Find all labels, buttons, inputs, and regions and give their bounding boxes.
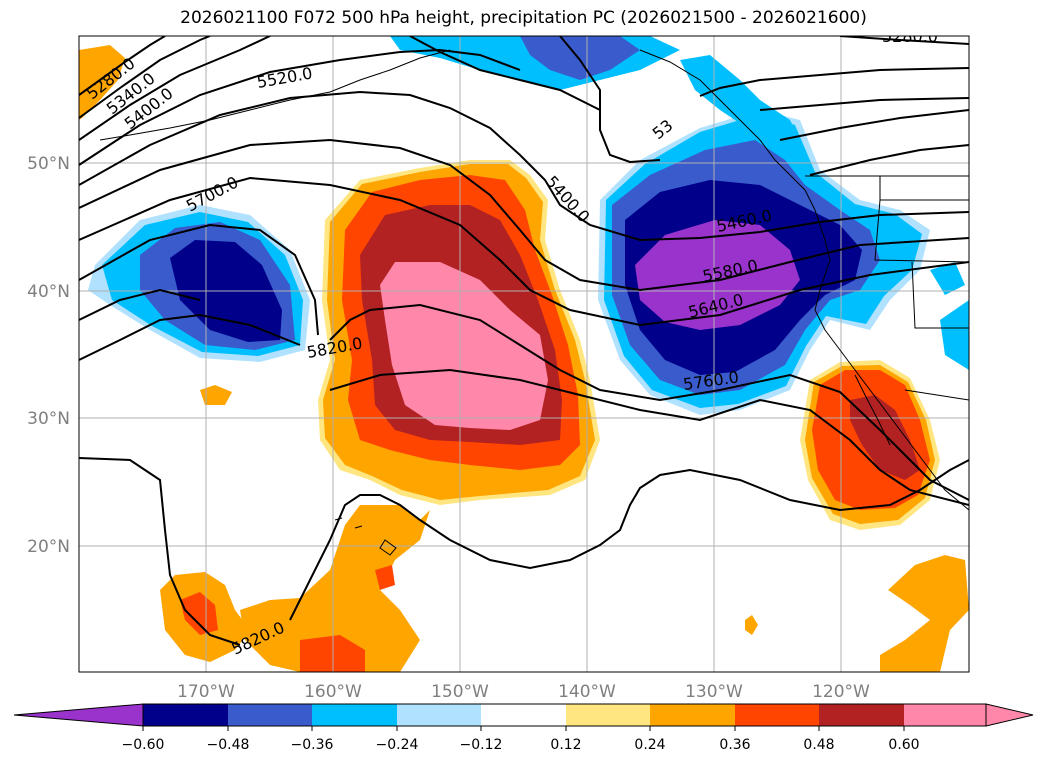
precip-blob-sky — [680, 55, 800, 150]
latitude-labels: 50°N 40°N 30°N 20°N — [27, 154, 70, 557]
precip-blob-orange — [880, 555, 969, 672]
lat-label: 20°N — [27, 537, 70, 557]
colorbar-segment — [904, 704, 986, 726]
colorbar-extend-right — [985, 703, 1034, 727]
precip-blob-orange — [745, 615, 758, 635]
colorbar-segment — [650, 704, 735, 726]
colorbar-segment — [397, 704, 481, 726]
precip-blob-mid — [520, 36, 640, 80]
precip-shading — [79, 36, 969, 672]
colorbar-segment — [735, 704, 819, 726]
height-contours — [79, 36, 969, 646]
map-title: 2026021100 F072 500 hPa height, precipit… — [180, 8, 867, 28]
lon-label: 120°W — [812, 682, 870, 702]
colorbar-tick-label: 0.36 — [719, 737, 750, 753]
colorbar-tick-label: 0.12 — [550, 737, 581, 753]
colorbar-segment — [143, 704, 228, 726]
precip-blob-sky — [930, 262, 965, 295]
precip-blob-pink — [380, 262, 548, 430]
precip-blob-redorange — [180, 592, 218, 635]
colorbar-tick-label: −0.12 — [460, 737, 503, 753]
colorbar-tick-label: −0.36 — [291, 737, 334, 753]
map-content: 5280.0 5340.0 5400.0 5520.0 5700.0 5820.… — [79, 27, 969, 672]
colorbar-tick-label: −0.60 — [122, 737, 165, 753]
precip-blob-orange — [240, 505, 430, 672]
graticule — [79, 36, 969, 672]
lat-label: 30°N — [27, 409, 70, 429]
colorbar-ticks — [142, 726, 905, 731]
colorbar-segment — [312, 704, 397, 726]
precip-blob-orange — [200, 385, 232, 405]
precip-blob-sky — [940, 300, 969, 370]
colorbar-tick-label: 0.24 — [634, 737, 665, 753]
longitude-labels: 170°W 160°W 150°W 140°W 130°W 120°W — [177, 682, 870, 702]
lat-label: 50°N — [27, 154, 70, 174]
lat-label: 40°N — [27, 282, 70, 302]
colorbar-tick-label: 0.60 — [888, 737, 919, 753]
lon-label: 170°W — [177, 682, 235, 702]
lon-label: 130°W — [685, 682, 743, 702]
lon-label: 160°W — [304, 682, 362, 702]
precip-blob-orange — [79, 45, 125, 120]
colorbar-tick-label: −0.48 — [207, 737, 250, 753]
colorbar-segment — [819, 704, 904, 726]
contour-label: 5280.0 — [882, 27, 938, 46]
colorbar-segment — [481, 704, 566, 726]
lon-label: 150°W — [431, 682, 489, 702]
colorbar-tick-label: −0.24 — [376, 737, 419, 753]
colorbar-segment — [566, 704, 650, 726]
precip-blob-redorange — [375, 565, 395, 590]
coastlines — [99, 49, 969, 556]
colorbar-extend-left — [13, 703, 144, 727]
colorbar: −0.60 −0.48 −0.36 −0.24 −0.12 0.12 0.24 … — [13, 703, 1034, 753]
precip-blob-darkred — [850, 395, 920, 480]
colorbar-tick-label: 0.48 — [803, 737, 834, 753]
colorbar-tick-labels: −0.60 −0.48 −0.36 −0.24 −0.12 0.12 0.24 … — [122, 737, 920, 753]
lon-label: 140°W — [558, 682, 616, 702]
map-frame — [78, 35, 970, 673]
colorbar-segment — [228, 704, 312, 726]
colorbar-frame — [142, 703, 987, 727]
